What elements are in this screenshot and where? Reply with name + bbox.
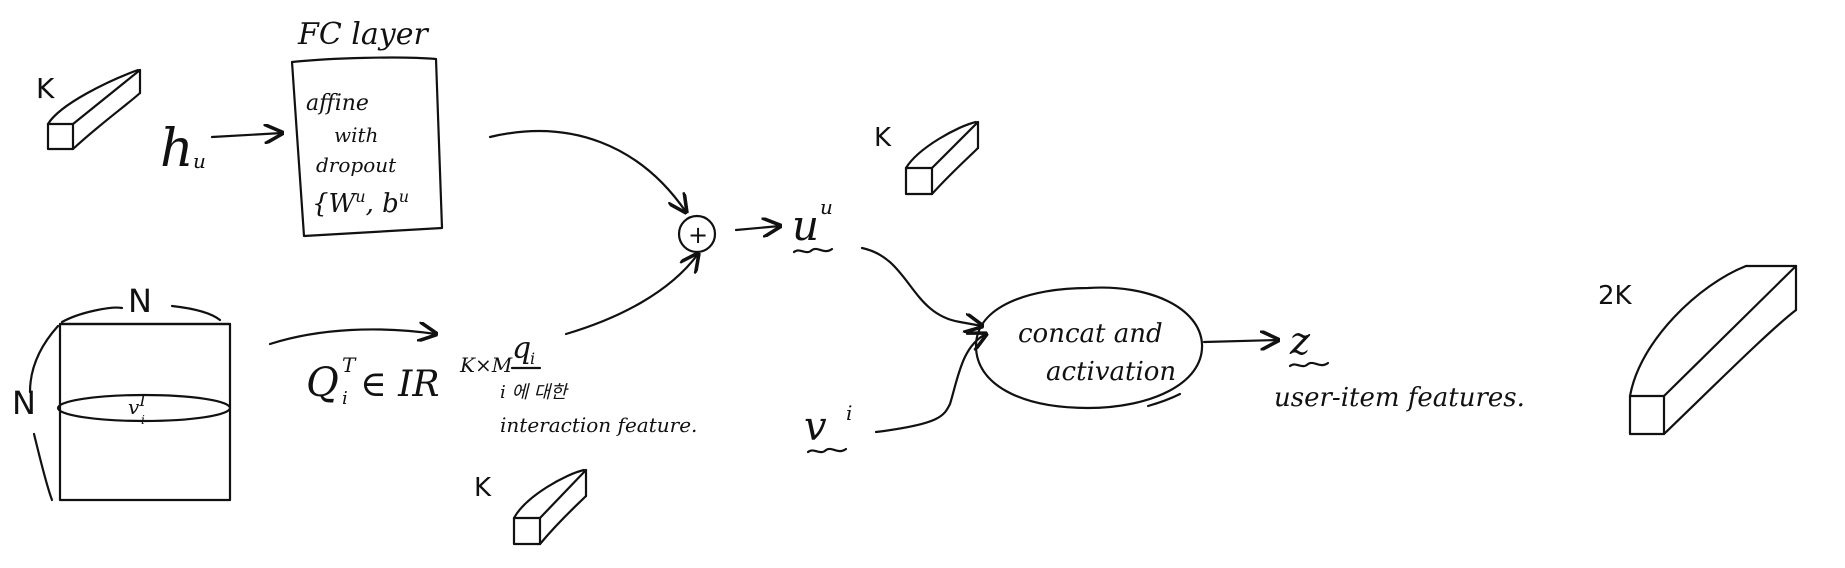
tensor-k-mid-label: K: [874, 123, 892, 153]
v-i-text: v: [804, 404, 827, 450]
z-description: user-item features.: [1274, 383, 1525, 413]
svg-text:{Wu, bu: {Wu, bu: [312, 187, 409, 219]
fc-line-w-sup: u: [355, 187, 365, 206]
matrix-n-left: N: [12, 384, 36, 422]
tensor-2k-label: 2K: [1598, 281, 1633, 311]
h-u-text: h: [160, 119, 194, 179]
z-output: z user-item features.: [1274, 319, 1525, 413]
u-u-text: u: [792, 201, 819, 250]
v-i-superscript: i: [846, 401, 852, 425]
h-u-variable: h u: [160, 119, 206, 179]
concat-line-2: activation: [1046, 357, 1176, 387]
matrix-row-v: v: [128, 395, 140, 419]
tensor-k-mid-top: K: [874, 120, 980, 196]
h-u-subscript: u: [193, 149, 206, 173]
concat-line-1: concat and: [1018, 319, 1163, 349]
arrow-fc-to-plus: [488, 130, 686, 212]
fc-line-b-sup: u: [399, 187, 409, 206]
tensor-k-label: K: [36, 72, 55, 105]
tensor-k-bottom: K: [474, 468, 588, 546]
arrow-vi-to-concat: [874, 334, 986, 434]
u-u-variable: u u: [792, 195, 834, 254]
fc-line-affine: affine: [306, 91, 369, 116]
sum-plus-sign: +: [688, 221, 708, 249]
q-equation: Q i T ∈ IR K×M: [306, 353, 513, 409]
z-text: z: [1289, 319, 1311, 363]
fc-line-dropout: dropout: [316, 153, 397, 177]
q-i-subscript: i: [530, 349, 535, 368]
q-eq-sup: T: [342, 353, 357, 377]
tensor-k-bottom-label: K: [474, 473, 492, 503]
arrow-hu-to-fc: [210, 133, 282, 137]
q-eq-in: ∈ IR: [360, 364, 439, 405]
sum-node: +: [677, 214, 717, 254]
tensor-k-top-left: K: [36, 68, 142, 151]
matrix-row-v-sup: I: [138, 391, 146, 410]
svg-text:vI: vI: [128, 391, 146, 419]
concat-activation-node: concat and activation: [974, 286, 1204, 410]
q-i-text: q: [512, 331, 531, 366]
fc-line-w: {W: [312, 189, 358, 219]
arrow-plus-to-uu: [734, 226, 780, 230]
q-i-variable: q i i 에 대한 interaction feature.: [500, 331, 697, 437]
q-eq-dim: K×M: [459, 353, 513, 377]
arrow-qi-to-plus: [564, 254, 698, 336]
fc-layer-title: FC layer: [297, 17, 429, 52]
q-eq-q: Q: [306, 360, 339, 406]
fc-layer-box: FC layer affine with dropout {Wu, bu: [290, 17, 444, 238]
fc-line-b: , b: [366, 189, 399, 219]
q-i-desc-1: i 에 대한: [500, 382, 569, 403]
u-u-superscript: u: [820, 195, 833, 219]
q-i-desc-2: interaction feature.: [500, 413, 697, 437]
q-eq-sub: i: [342, 388, 348, 409]
arrow-matrix-to-q: [268, 329, 436, 346]
arrow-uu-to-concat: [860, 246, 982, 326]
tensor-2k-right: 2K: [1598, 264, 1798, 436]
v-i-variable: v i: [804, 401, 852, 454]
interaction-matrix: N N vI i: [12, 282, 232, 502]
matrix-n-top: N: [128, 282, 152, 320]
matrix-row-v-sub: i: [141, 413, 145, 427]
arrow-concat-to-z: [1202, 340, 1278, 342]
fc-line-with: with: [334, 123, 378, 147]
